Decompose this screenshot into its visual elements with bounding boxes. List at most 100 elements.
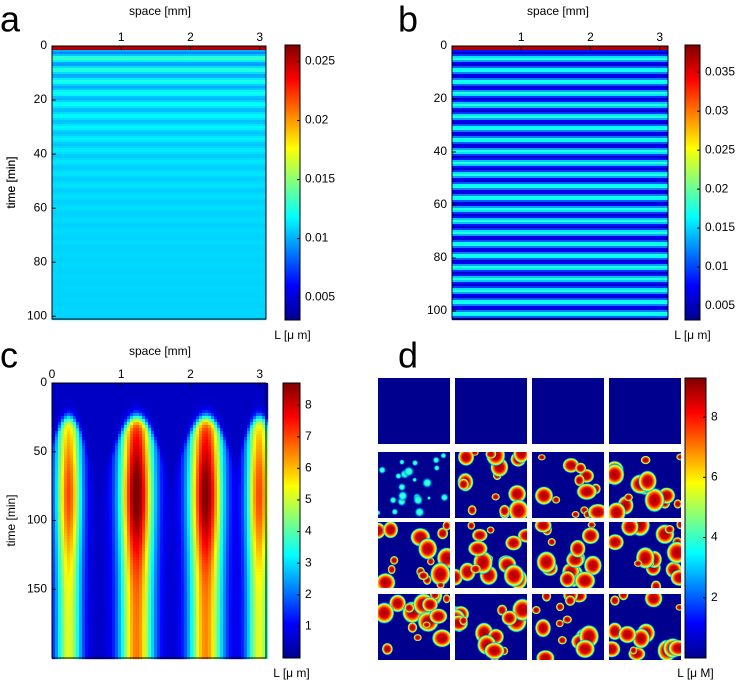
heatmap-cell [205, 398, 209, 402]
heatmap-cell [112, 494, 116, 498]
heatmap-cell [250, 479, 254, 483]
heatmap-cell [142, 491, 146, 495]
heatmap-cell [217, 416, 221, 420]
heatmap-cell [106, 524, 110, 528]
heatmap-cell [157, 389, 161, 393]
heatmap-cell [139, 392, 143, 396]
heatmap-row [52, 46, 266, 49]
heatmap-cell [199, 509, 203, 513]
heatmap-cell [85, 428, 89, 432]
heatmap-cell [172, 488, 176, 492]
heatmap-cell [211, 530, 215, 534]
heatmap-cell [232, 485, 236, 489]
heatmap-cell [91, 443, 95, 447]
heatmap-cell [172, 494, 176, 498]
heatmap-cell [256, 422, 260, 426]
heatmap-cell [208, 566, 212, 570]
heatmap-cell [136, 542, 140, 546]
heatmap-cell [61, 464, 65, 468]
heatmap-cell [253, 521, 257, 525]
heatmap-cell [220, 497, 224, 501]
heatmap-cell [58, 410, 62, 414]
heatmap-cell [208, 443, 212, 447]
heatmap-cell [217, 407, 221, 411]
heatmap-cell [94, 410, 98, 414]
heatmap-cell [121, 455, 125, 459]
heatmap-cell [214, 386, 218, 390]
heatmap-cell [73, 455, 77, 459]
heatmap-cell [223, 521, 227, 525]
heatmap-cell [262, 491, 266, 495]
heatmap-cell [178, 488, 182, 492]
heatmap-cell [127, 554, 131, 558]
heatmap-cell [184, 548, 188, 552]
heatmap-cell [172, 401, 176, 405]
heatmap-cell [250, 398, 254, 402]
heatmap-cell [229, 533, 233, 537]
heatmap-cell [247, 545, 251, 549]
heatmap-cell [121, 410, 125, 414]
heatmap-cell [259, 497, 263, 501]
heatmap-cell [250, 443, 254, 447]
heatmap-cell [190, 401, 194, 405]
heatmap-cell [178, 398, 182, 402]
heatmap-cell [145, 569, 149, 573]
heatmap-cell [199, 557, 203, 561]
heatmap-cell [112, 509, 116, 513]
heatmap-cell [100, 470, 104, 474]
heatmap-cell [61, 476, 65, 480]
heatmap-cell [178, 521, 182, 525]
heatmap-cell [226, 482, 230, 486]
heatmap-cell [214, 551, 218, 555]
heatmap-cell [115, 452, 119, 456]
heatmap-cell [229, 500, 233, 504]
heatmap-cell [250, 401, 254, 405]
heatmap-cell [52, 569, 56, 573]
heatmap-cell [82, 410, 86, 414]
heatmap-cell [244, 560, 248, 564]
heatmap-cell [121, 383, 125, 387]
heatmap-cell [166, 383, 170, 387]
heatmap-cell [235, 392, 239, 396]
heatmap-cell [211, 491, 215, 495]
heatmap-cell [70, 443, 74, 447]
heatmap-cell [241, 476, 245, 480]
heatmap-cell [181, 494, 185, 498]
heatmap-cell [241, 530, 245, 534]
heatmap-cell [73, 443, 77, 447]
heatmap-cell [61, 422, 65, 426]
heatmap-cell [235, 464, 239, 468]
heatmap-cell [79, 527, 83, 531]
heatmap-cell [145, 518, 149, 522]
heatmap-row [52, 190, 266, 193]
heatmap-cell [217, 476, 221, 480]
heatmap-cell [115, 530, 119, 534]
heatmap-cell [151, 455, 155, 459]
heatmap-row [52, 276, 266, 279]
heatmap-cell [73, 482, 77, 486]
heatmap-cell [226, 446, 230, 450]
heatmap-cell [79, 539, 83, 543]
heatmap-cell [211, 488, 215, 492]
heatmap-cell [115, 536, 119, 540]
heatmap-cell [250, 542, 254, 546]
heatmap-cell [220, 527, 224, 531]
heatmap-cell [172, 383, 176, 387]
heatmap-cell [115, 545, 119, 549]
heatmap-cell [91, 404, 95, 408]
heatmap-cell [202, 551, 206, 555]
heatmap-cell [61, 395, 65, 399]
heatmap-cell [181, 518, 185, 522]
heatmap-cell [82, 467, 86, 471]
heatmap-row [52, 70, 266, 73]
heatmap-cell [61, 434, 65, 438]
heatmap-cell [256, 443, 260, 447]
heatmap-cell [55, 524, 59, 528]
heatmap-cell [85, 485, 89, 489]
heatmap-cell [193, 503, 197, 507]
heatmap-row [452, 216, 668, 219]
heatmap-cell [79, 449, 83, 453]
heatmap-row [452, 312, 668, 315]
heatmap-cell [61, 569, 65, 573]
heatmap-cell [58, 494, 62, 498]
